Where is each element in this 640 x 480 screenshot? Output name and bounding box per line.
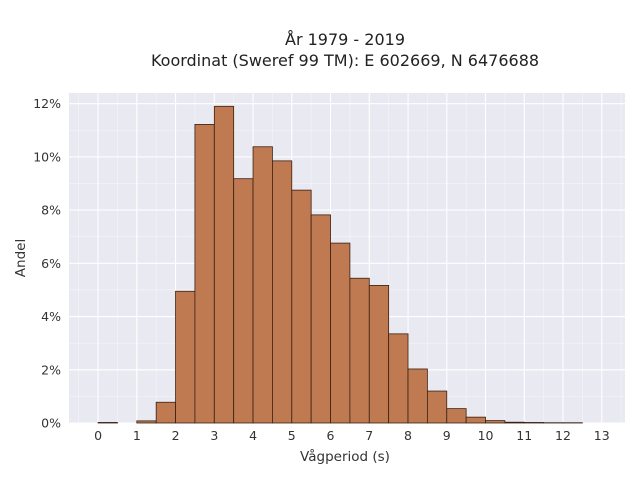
x-tick-labels: 0 1 2 3 4 5 6 7 8 9 10 11 12 13	[94, 428, 610, 443]
histogram-bar	[310, 214, 331, 424]
histogram-bar	[233, 178, 254, 424]
histogram-bar	[446, 408, 467, 424]
histogram-bar	[368, 285, 390, 424]
histogram-bar	[349, 277, 370, 424]
histogram-bar	[504, 421, 525, 424]
histogram-bar	[272, 160, 293, 424]
histogram-bars	[97, 105, 583, 424]
histogram-bar	[407, 368, 428, 424]
y-tick-label: 10%	[33, 149, 61, 164]
histogram-bar	[175, 290, 196, 424]
x-tick-label: 6	[327, 428, 335, 443]
y-tick-label: 2%	[41, 362, 61, 377]
x-tick-label: 11	[516, 428, 532, 443]
y-tick-label: 12%	[33, 96, 61, 111]
y-axis-label: Andel	[13, 239, 29, 277]
x-tick-label: 0	[94, 428, 102, 443]
histogram-bar	[485, 420, 506, 424]
histogram-bar	[465, 416, 486, 424]
histogram-bar	[194, 124, 215, 424]
x-tick-label: 3	[210, 428, 218, 443]
histogram-bar	[136, 420, 157, 424]
x-axis-label: Vågperiod (s)	[300, 448, 390, 465]
x-tick-label: 1	[133, 428, 141, 443]
histogram-bar	[97, 422, 118, 424]
histogram-bar	[523, 422, 545, 424]
x-tick-label: 12	[555, 428, 571, 443]
x-tick-label: 9	[443, 428, 451, 443]
y-tick-labels: 0% 2% 4% 6% 8% 10% 12%	[33, 96, 61, 430]
x-tick-label: 5	[288, 428, 296, 443]
x-tick-label: 10	[478, 428, 494, 443]
histogram-bar	[330, 242, 351, 424]
y-tick-label: 0%	[41, 416, 61, 431]
chart-title-line-1: År 1979 - 2019	[285, 30, 405, 49]
x-tick-label: 7	[365, 428, 373, 443]
y-tick-label: 6%	[41, 256, 61, 271]
x-tick-label: 4	[249, 428, 257, 443]
x-tick-label: 8	[404, 428, 412, 443]
histogram-bar	[252, 146, 273, 424]
y-tick-label: 8%	[41, 203, 61, 218]
x-tick-label: 13	[594, 428, 610, 443]
histogram-bar	[426, 390, 448, 424]
histogram-bar	[155, 401, 176, 424]
x-tick-label: 2	[172, 428, 180, 443]
histogram-bar	[213, 105, 235, 424]
histogram-bar	[388, 333, 409, 424]
histogram-bar	[291, 189, 312, 424]
chart-title-line-2: Koordinat (Sweref 99 TM): E 602669, N 64…	[151, 51, 539, 70]
y-tick-label: 4%	[41, 309, 61, 324]
